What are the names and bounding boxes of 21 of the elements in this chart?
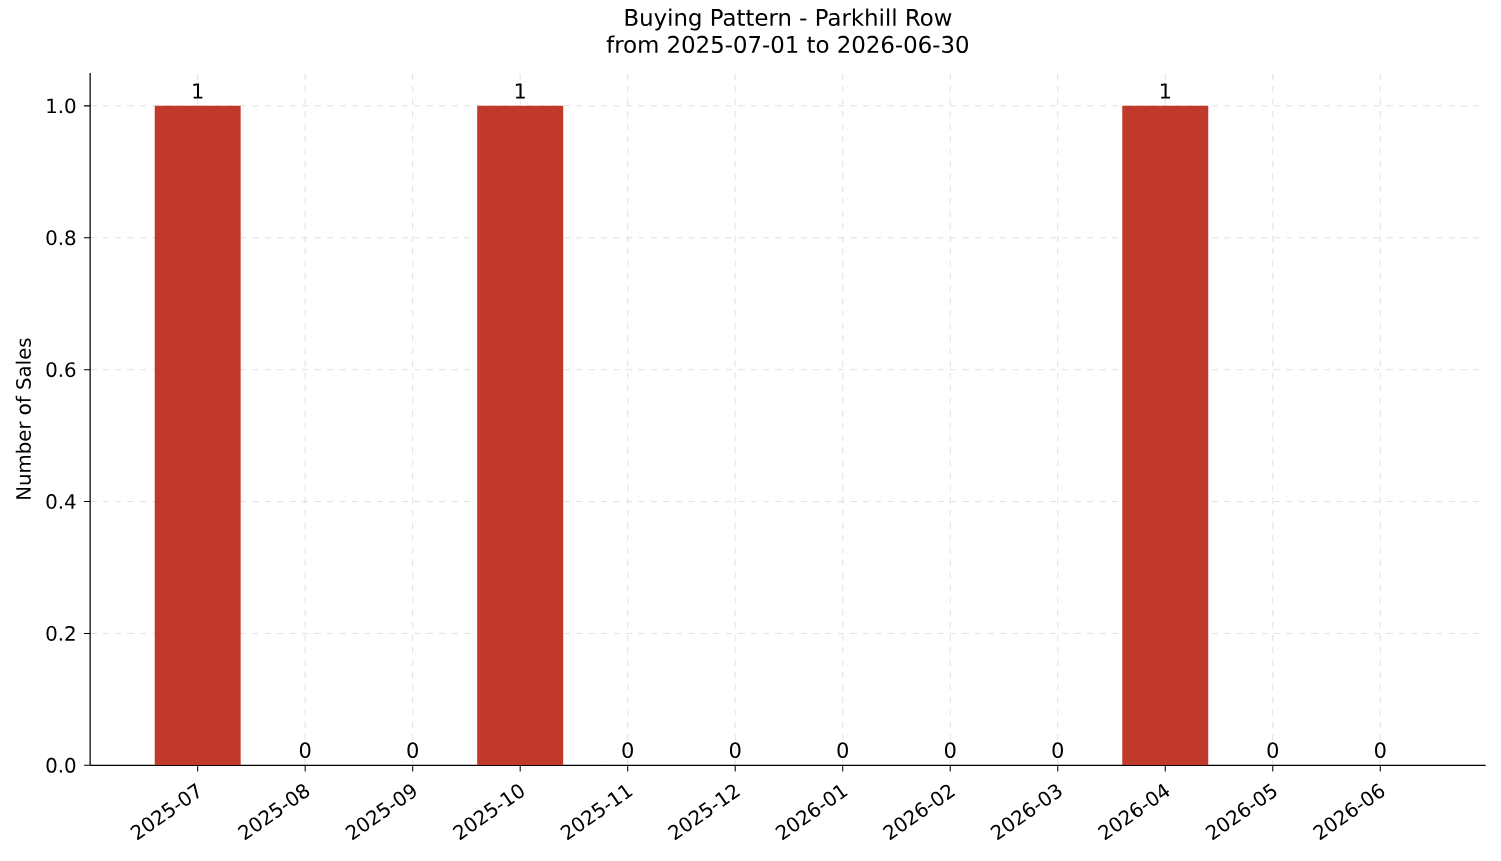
- data-label: 0: [837, 742, 848, 758]
- chart-title: Buying Pattern - Parkhill Row: [625, 8, 952, 31]
- data-label: 0: [729, 742, 741, 758]
- y-tick-label: 0.8: [46, 230, 76, 246]
- y-tick-label: 0.6: [46, 362, 76, 377]
- data-label: 0: [1052, 742, 1063, 758]
- data-label: 0: [407, 742, 418, 758]
- data-label: 0: [945, 742, 956, 758]
- y-tick-label: 1.0: [47, 98, 76, 114]
- data-label: 1: [193, 83, 203, 99]
- y-tick-label: 0.2: [46, 625, 75, 641]
- data-label: 0: [622, 742, 633, 758]
- chart-subtitle: from 2025-07-01 to 2026-06-30: [606, 35, 968, 53]
- y-axis-title: Number of Sales: [15, 338, 31, 499]
- data-label: 0: [1267, 742, 1279, 758]
- data-label: 1: [515, 83, 525, 99]
- data-label: 0: [299, 742, 311, 758]
- y-tick-label: 0.4: [46, 493, 76, 509]
- y-tick-label: 0.0: [46, 757, 76, 773]
- data-label: 0: [1375, 742, 1386, 758]
- data-label: 1: [1160, 83, 1170, 99]
